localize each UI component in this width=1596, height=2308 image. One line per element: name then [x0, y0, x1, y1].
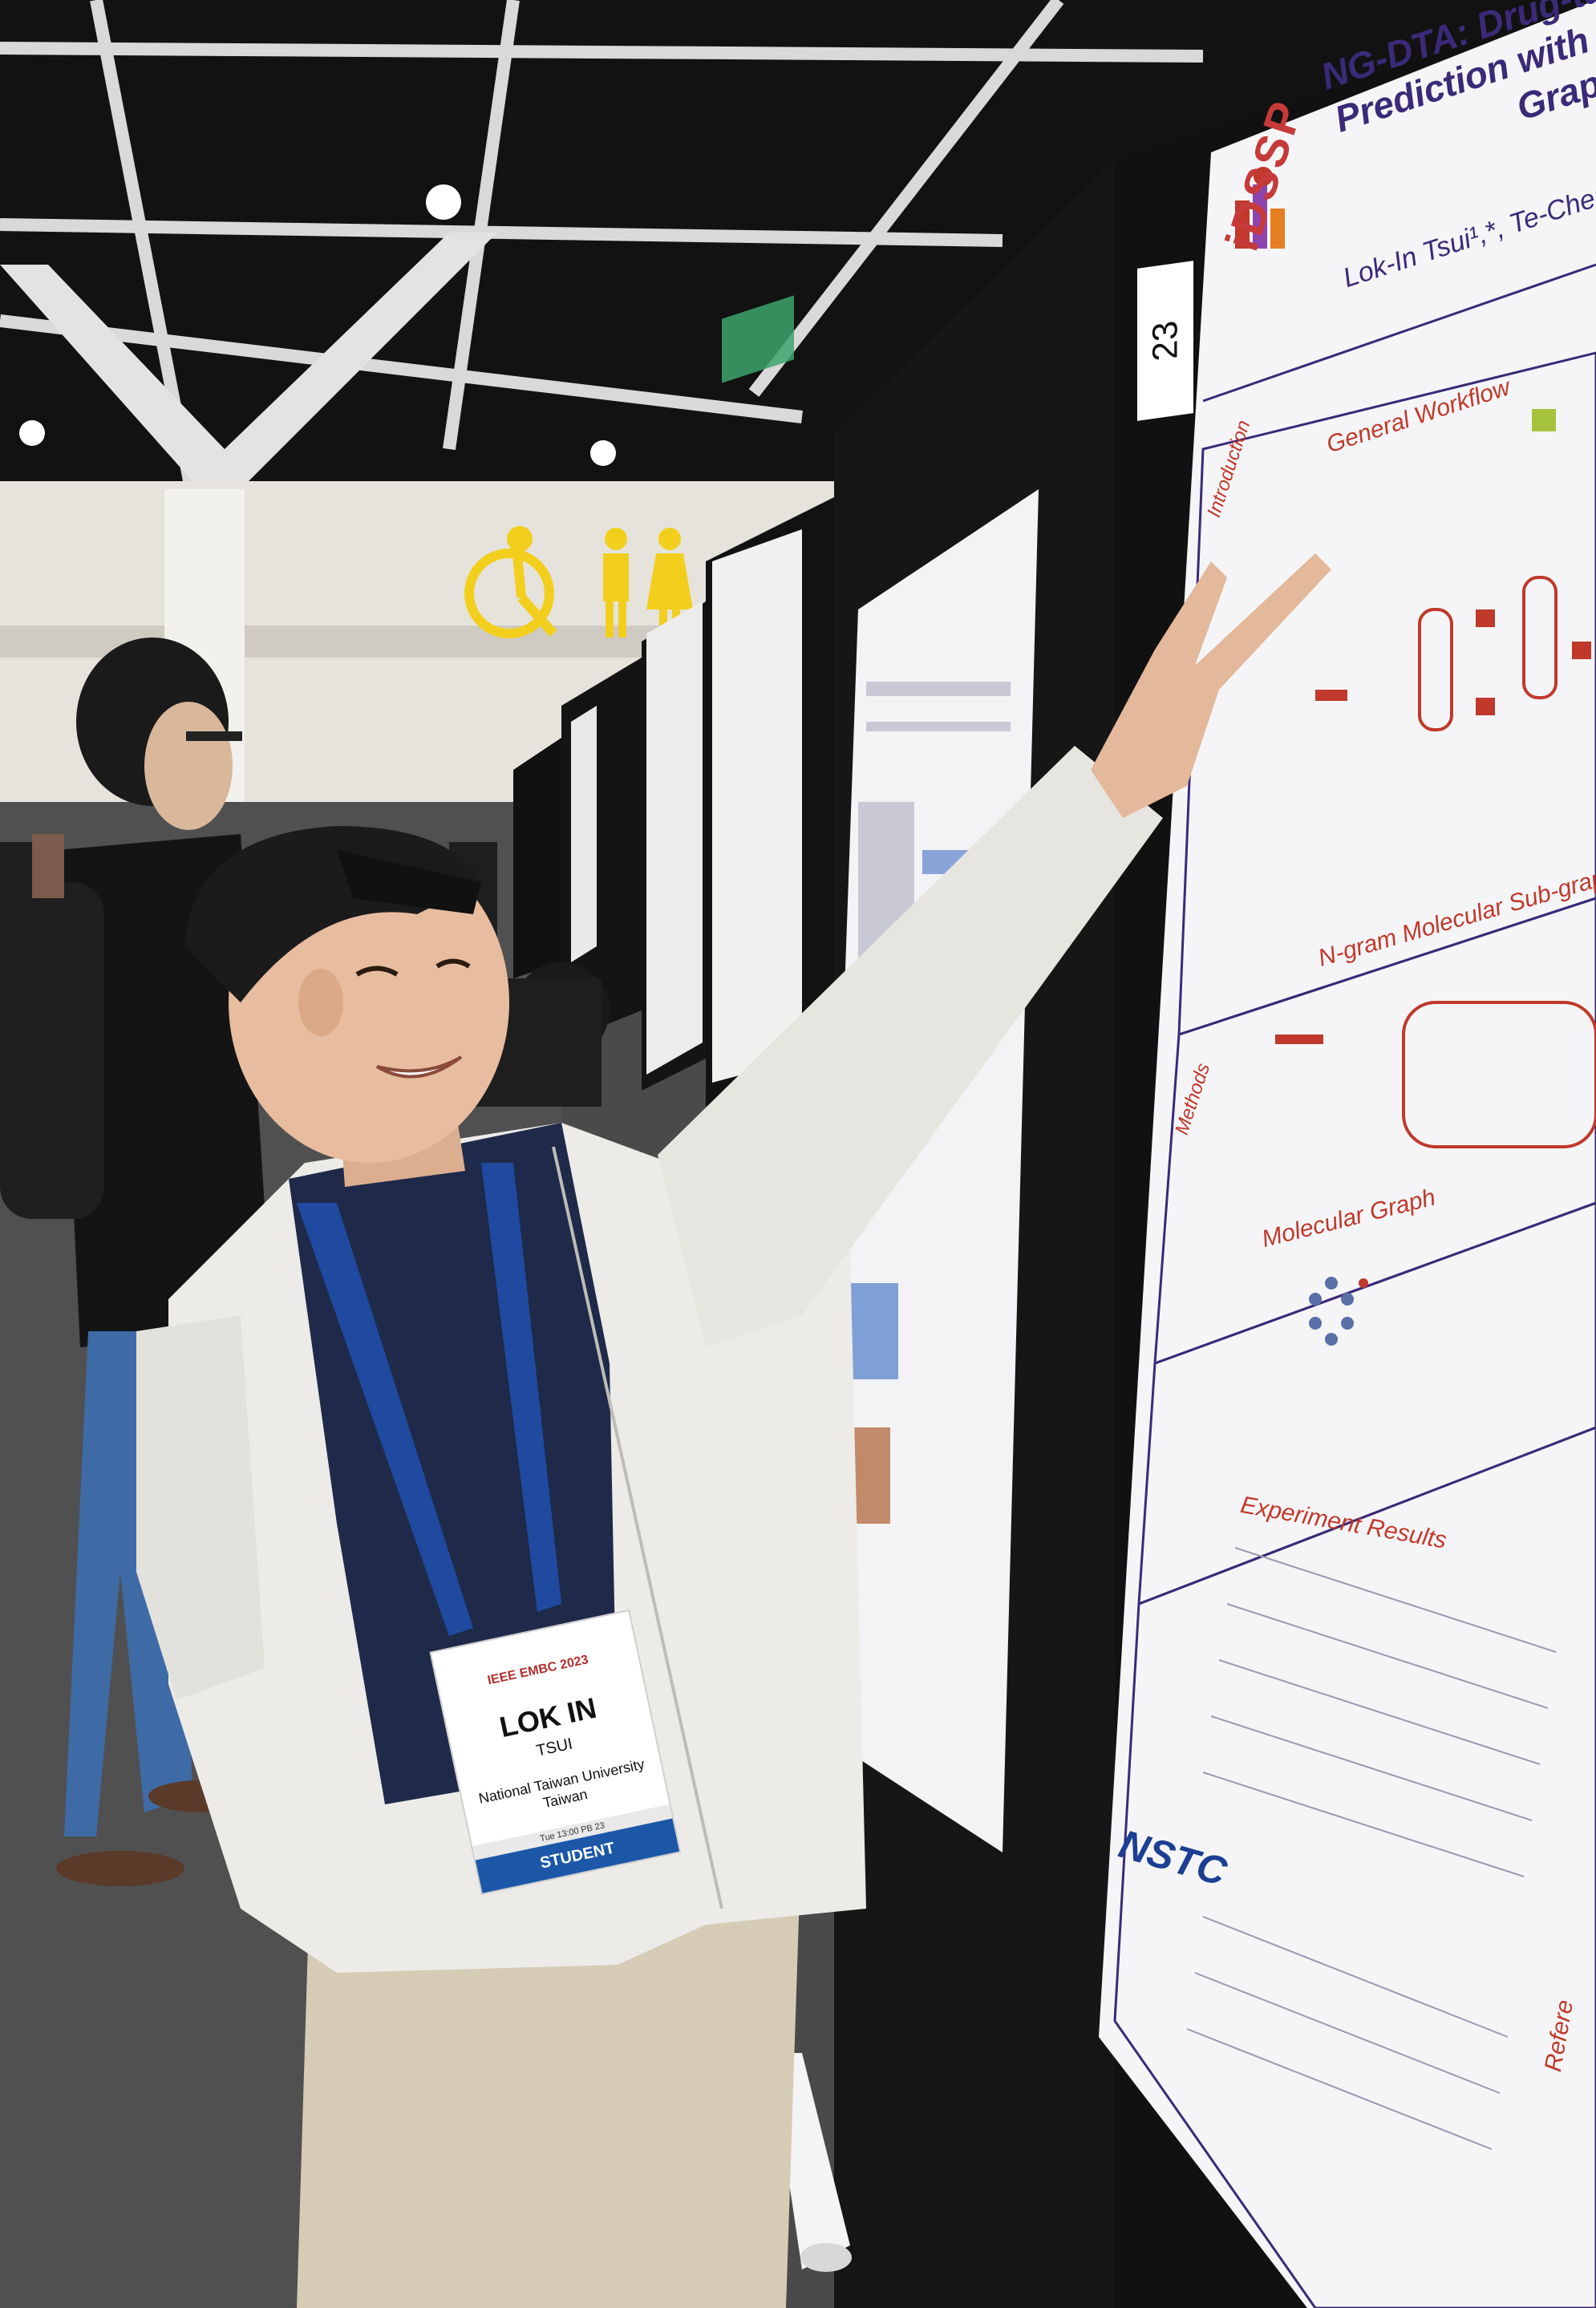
poster-main-sections — [1113, 263, 1596, 2308]
eye — [355, 966, 399, 977]
ceiling-light — [19, 420, 45, 446]
restroom-man-icon — [603, 528, 629, 638]
poster-mid-header — [722, 295, 794, 383]
poster-mid — [712, 529, 802, 1083]
truss — [0, 233, 497, 481]
cap-brim — [337, 850, 481, 914]
workflow-blocks — [1275, 609, 1591, 1044]
molecule-graph — [1309, 1277, 1368, 1346]
wheelchair-icon — [464, 526, 557, 638]
ceiling-light — [426, 184, 461, 220]
poster-panel-far — [513, 738, 561, 978]
lanyard-right — [481, 1163, 561, 1612]
ceiling-beams — [0, 0, 1204, 499]
lanyard-left — [297, 1203, 473, 1636]
jacket-zipper — [552, 1146, 723, 1909]
main-person — [136, 553, 1331, 2308]
eye — [435, 958, 471, 969]
poster-far — [571, 706, 597, 962]
poster-far — [646, 601, 703, 1075]
workflow-diagram — [1402, 576, 1596, 1148]
results-table — [1186, 1547, 1557, 2150]
ceiling-light — [590, 440, 616, 466]
smile — [375, 1055, 463, 1079]
pointing-hand — [1091, 553, 1331, 818]
conference-logo-icon — [1235, 167, 1285, 249]
poster-tube-end — [800, 2243, 852, 2272]
ear — [298, 969, 343, 1036]
jacket-sleeve-raised — [658, 746, 1163, 1347]
board-number: 23 — [1137, 261, 1193, 421]
workflow-block-green — [1532, 409, 1556, 431]
jacket-sleeve-left — [136, 1315, 265, 1700]
